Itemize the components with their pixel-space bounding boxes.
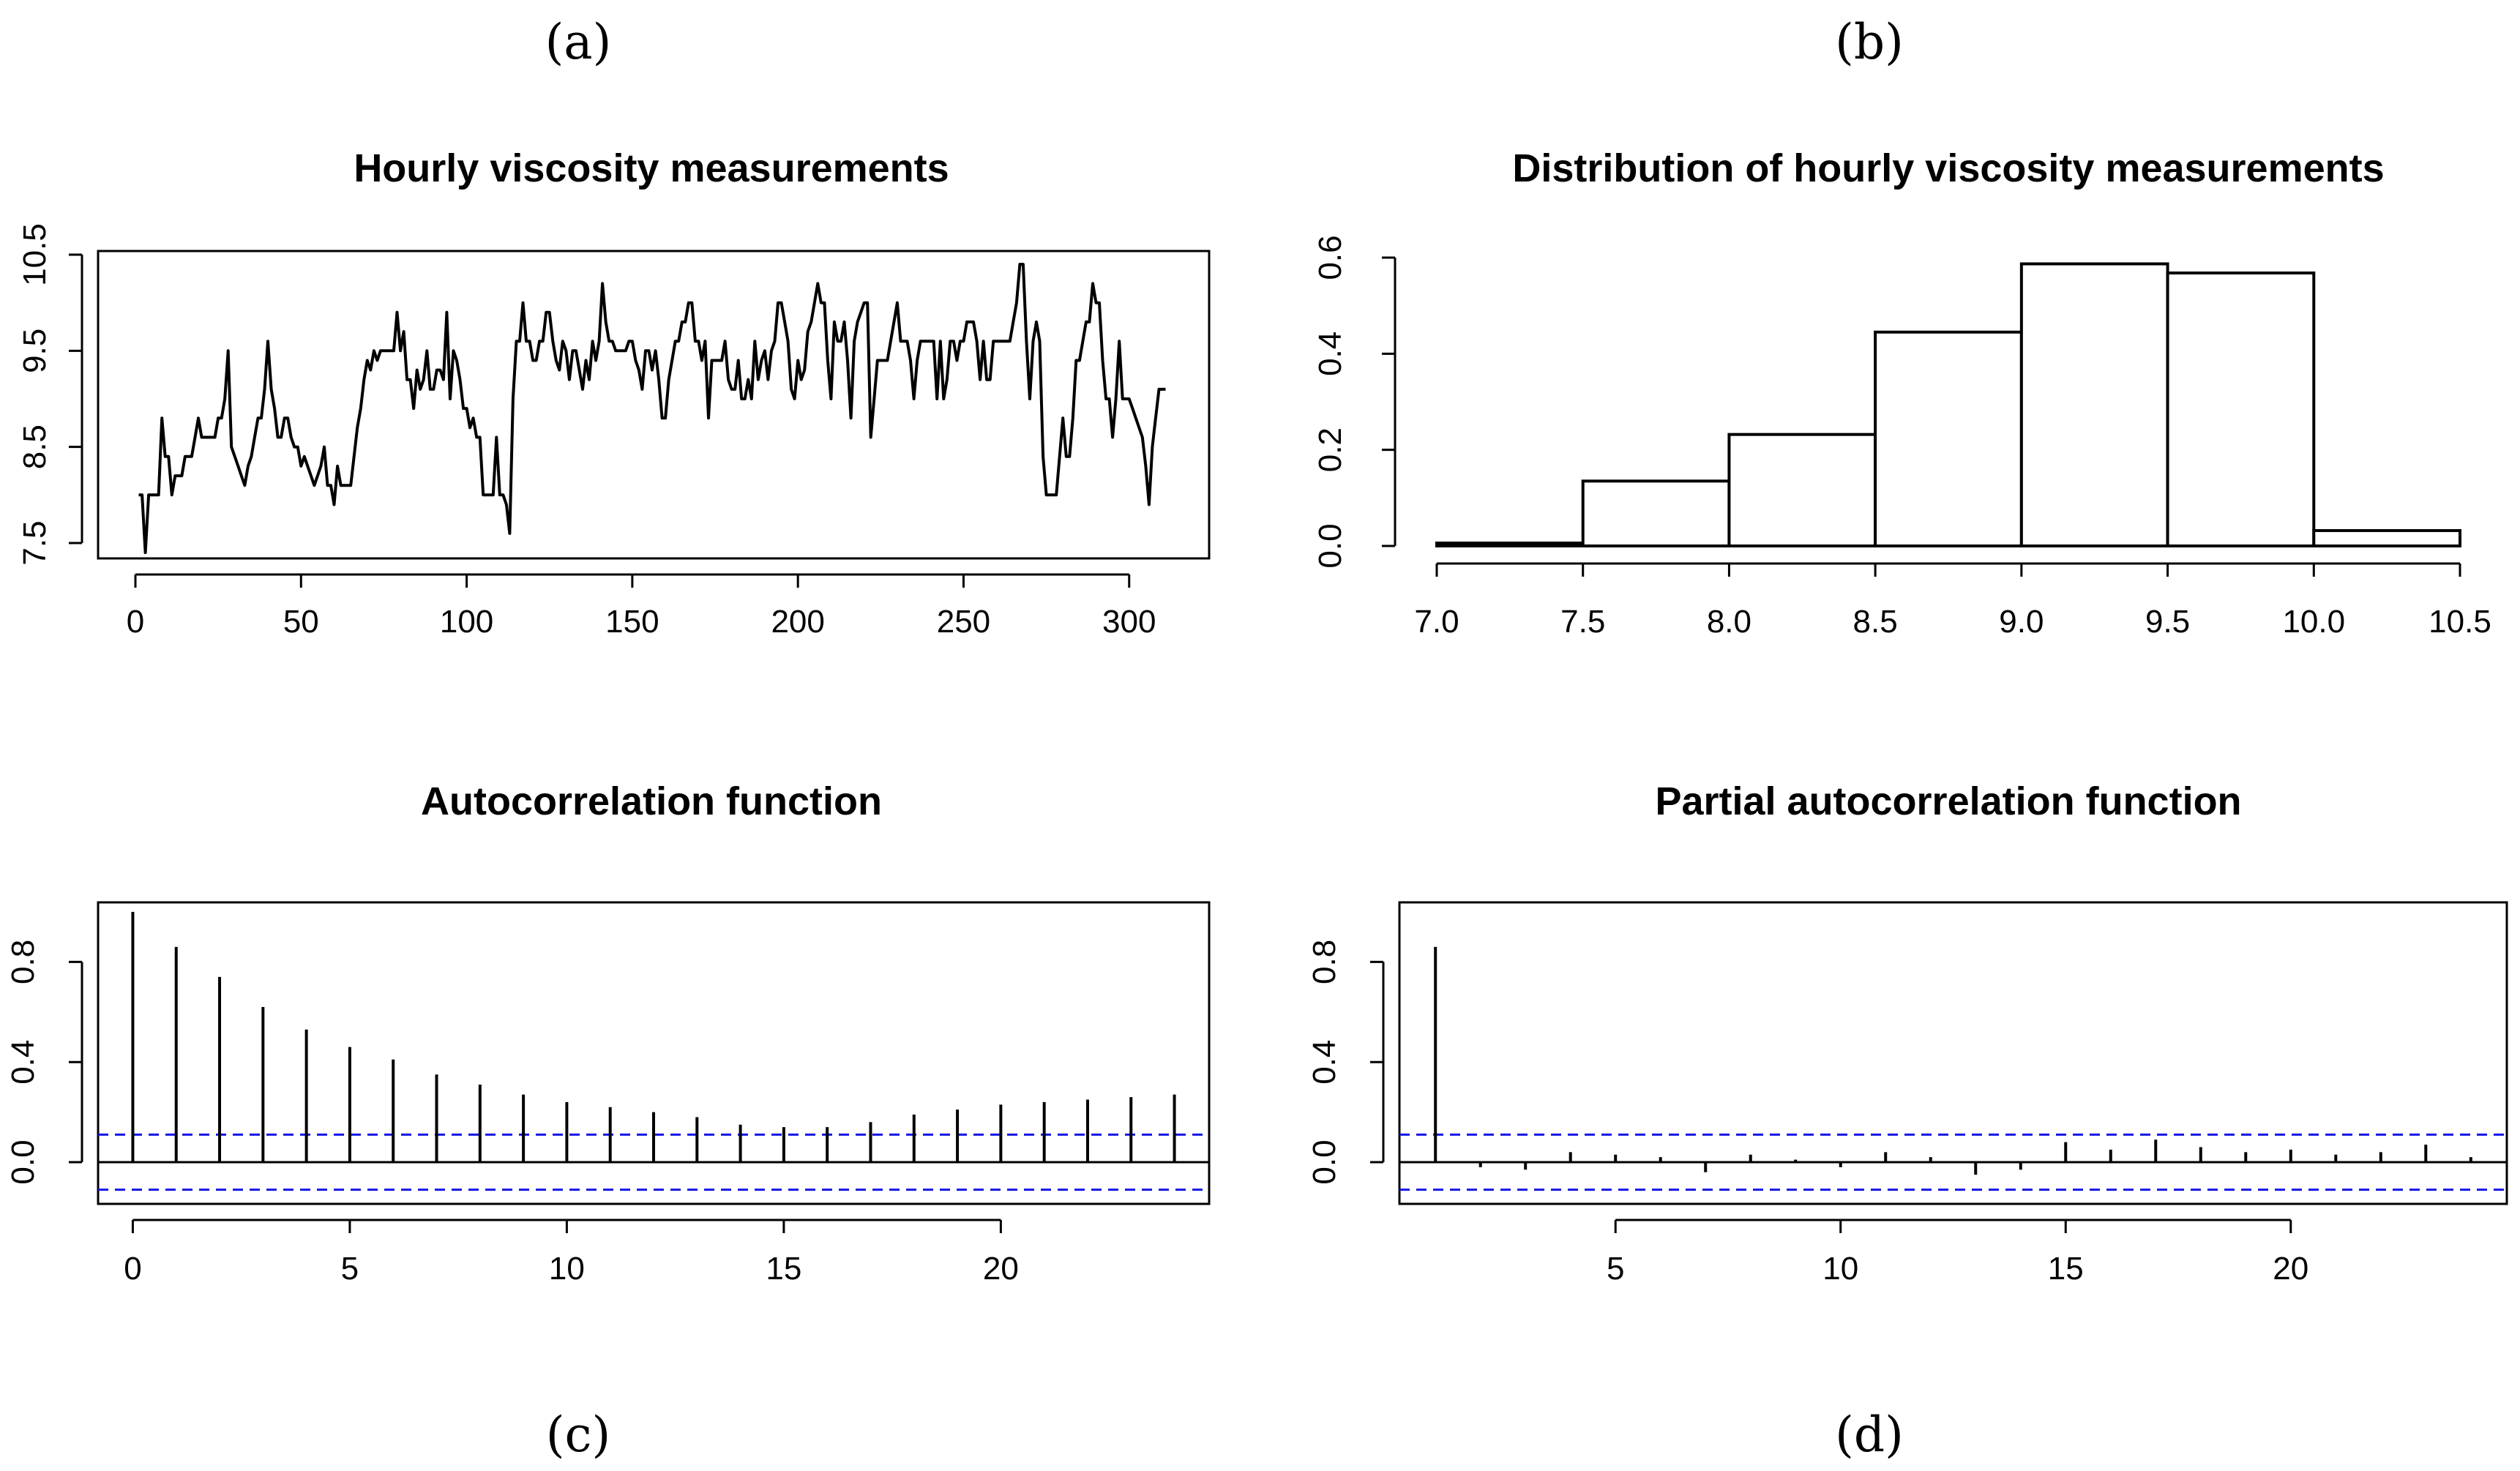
y-tick-label: 7.5 xyxy=(17,520,53,565)
x-tick-label: 7.0 xyxy=(1414,604,1459,640)
y-tick-label: 0.2 xyxy=(1312,427,1348,472)
x-tick-label: 100 xyxy=(440,604,493,640)
x-tick-label: 150 xyxy=(605,604,659,640)
x-tick-label: 9.5 xyxy=(2145,604,2190,640)
histogram-bar xyxy=(2312,528,2461,548)
plot-b: 7.0 7.5 8.0 8.5 9.0 9.5 10.0 10.5 0.0 0.2 0.4 0.6 xyxy=(1312,235,2491,640)
histogram-bar xyxy=(2019,262,2169,547)
x-tick-label: 10 xyxy=(1822,1251,1858,1287)
x-tick-label: 200 xyxy=(771,604,824,640)
y-tick-label: 0.0 xyxy=(5,1139,41,1184)
y-tick-label: 10.5 xyxy=(17,223,53,286)
y-tick-label: 8.5 xyxy=(17,424,53,469)
x-tick-label: 8.5 xyxy=(1853,604,1898,640)
x-tick-label: 10.5 xyxy=(2429,604,2491,640)
y-tick-label: 0.8 xyxy=(5,940,41,984)
x-tick-label: 10.0 xyxy=(2282,604,2345,640)
x-tick-label: 15 xyxy=(766,1251,801,1287)
y-tick-label: 0.4 xyxy=(1306,1040,1342,1085)
histogram-bar xyxy=(1727,433,1877,547)
y-tick-label: 0.0 xyxy=(1312,523,1348,568)
chart-title-d: Partial autocorrelation function xyxy=(1655,779,2241,823)
plot-a: 0 50 100 150 200 250 300 7.5 8.5 9.5 10.5 xyxy=(17,223,1211,640)
x-tick-label: 5 xyxy=(341,1251,359,1287)
series-line xyxy=(138,263,1166,555)
x-tick-label: 50 xyxy=(283,604,319,640)
x-tick-label: 250 xyxy=(937,604,990,640)
x-tick-label: 0 xyxy=(124,1251,141,1287)
histogram-bar xyxy=(1581,479,1731,547)
x-tick-label: 20 xyxy=(2273,1251,2308,1287)
x-tick-label: 9.0 xyxy=(1999,604,2044,640)
panel-label-a: (a) xyxy=(545,14,612,70)
plot-d: 5 10 15 20 0.0 0.4 0.8 xyxy=(1306,901,2508,1287)
y-tick-label: 0.6 xyxy=(1312,235,1348,280)
x-tick-label: 8.0 xyxy=(1707,604,1751,640)
histogram-bar xyxy=(2166,272,2316,547)
panel-label-c: (c) xyxy=(546,1407,610,1463)
plot-c: 0 5 10 15 20 0.0 0.4 0.8 xyxy=(5,901,1211,1287)
plot-frame xyxy=(97,901,1211,1205)
y-tick-label: 9.5 xyxy=(17,329,53,373)
x-tick-label: 10 xyxy=(549,1251,585,1287)
x-tick-label: 15 xyxy=(2048,1251,2084,1287)
histogram-bar xyxy=(1435,542,1585,547)
x-tick-label: 300 xyxy=(1102,604,1156,640)
x-tick-label: 5 xyxy=(1607,1251,1624,1287)
chart-title-b: Distribution of hourly viscosity measure… xyxy=(1512,146,2384,190)
chart-title-c: Autocorrelation function xyxy=(421,779,882,823)
y-tick-label: 0.8 xyxy=(1306,940,1342,984)
y-tick-label: 0.0 xyxy=(1306,1139,1342,1184)
y-tick-label: 0.4 xyxy=(5,1040,41,1085)
chart-title-a: Hourly viscosity measurements xyxy=(354,146,949,190)
plot-frame xyxy=(1398,901,2508,1205)
panel-label-d: (d) xyxy=(1835,1407,1904,1463)
histogram-bar xyxy=(1874,330,2023,547)
x-tick-label: 0 xyxy=(127,604,144,640)
x-tick-label: 20 xyxy=(983,1251,1019,1287)
y-tick-label: 0.4 xyxy=(1312,332,1348,376)
x-tick-label: 7.5 xyxy=(1560,604,1605,640)
panel-label-b: (b) xyxy=(1835,14,1904,70)
plot-frame xyxy=(97,250,1211,560)
